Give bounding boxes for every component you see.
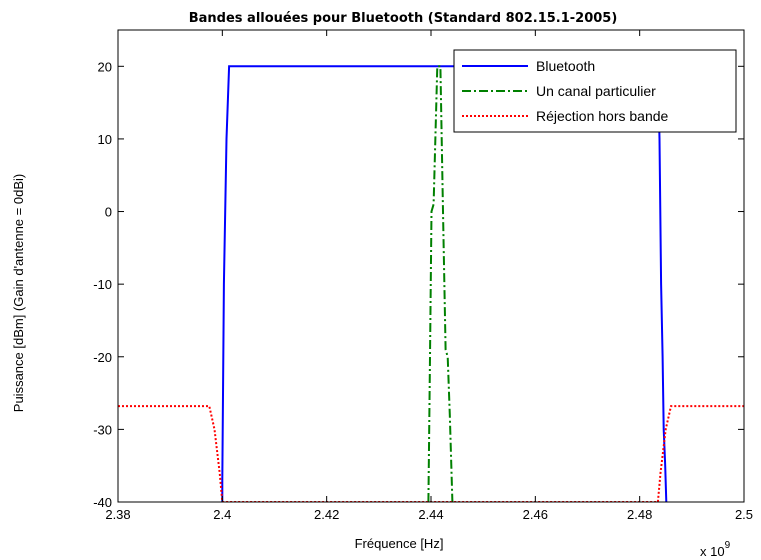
- legend-entry-2: Réjection hors bande: [536, 108, 669, 124]
- legend: Bluetooth Un canal particulier Réjection h…: [453, 49, 737, 133]
- y-tick-label: 0: [105, 205, 112, 220]
- x-exponent-power: 9: [725, 540, 731, 551]
- y-axis-label: Puissance [dBm] (Gain d'antenne = 0dBi): [11, 174, 26, 412]
- chart-title: Bandes allouées pour Bluetooth (Standard…: [189, 11, 618, 26]
- x-tick-label: 2.46: [523, 507, 548, 522]
- x-tick-label: 2.38: [105, 507, 130, 522]
- y-tick-label: -40: [93, 495, 112, 510]
- x-axis-label: Fréquence [Hz]: [355, 536, 444, 551]
- x-tick-label: 2.42: [314, 507, 339, 522]
- y-tick-label: -10: [93, 277, 112, 292]
- y-tick-label: 10: [98, 132, 112, 147]
- y-tick-label: -20: [93, 350, 112, 365]
- series-line-2: [118, 405, 744, 502]
- x-tick-label: 2.48: [627, 507, 652, 522]
- x-tick-label: 2.44: [418, 507, 443, 522]
- ticks-layer: 2.38 2.4 2.42 2.44 2.46 2.48 2.5 -40 -30 -20 -10 0 1…: [93, 30, 753, 522]
- series-line-1: [427, 65, 454, 502]
- x-exponent-base: x 10: [700, 544, 725, 559]
- x-tick-label: 2.4: [213, 507, 231, 522]
- legend-entry-0: Bluetooth: [536, 58, 595, 74]
- y-tick-label: -30: [93, 422, 112, 437]
- y-tick-label: 20: [98, 59, 112, 74]
- legend-entry-1: Un canal particulier: [536, 83, 656, 99]
- x-axis-exponent: x 109: [700, 540, 731, 559]
- x-tick-label: 2.5: [735, 507, 753, 522]
